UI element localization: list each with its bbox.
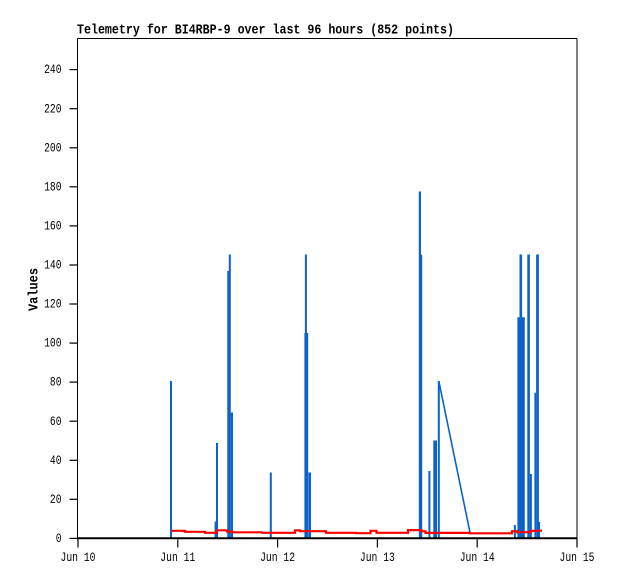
svg-text:20: 20 bbox=[50, 493, 62, 507]
svg-text:120: 120 bbox=[44, 298, 61, 312]
svg-text:180: 180 bbox=[44, 180, 61, 194]
svg-text:Values: Values bbox=[27, 268, 43, 311]
svg-text:Jun 12: Jun 12 bbox=[260, 551, 295, 565]
svg-text:200: 200 bbox=[44, 141, 61, 155]
svg-text:Jun 11: Jun 11 bbox=[160, 551, 195, 565]
svg-text:Jun 10: Jun 10 bbox=[61, 551, 96, 565]
svg-text:0: 0 bbox=[56, 532, 62, 546]
svg-text:160: 160 bbox=[44, 220, 61, 234]
svg-text:Telemetry for BI4RBP-9 over la: Telemetry for BI4RBP-9 over last 96 hour… bbox=[77, 23, 454, 39]
svg-text:Jun 13: Jun 13 bbox=[360, 551, 395, 565]
svg-text:140: 140 bbox=[44, 259, 61, 273]
svg-text:40: 40 bbox=[50, 454, 62, 468]
svg-text:Jun 15: Jun 15 bbox=[560, 551, 595, 565]
svg-text:100: 100 bbox=[44, 337, 61, 351]
svg-text:80: 80 bbox=[50, 376, 62, 390]
svg-text:220: 220 bbox=[44, 102, 61, 116]
svg-text:240: 240 bbox=[44, 63, 61, 77]
svg-text:60: 60 bbox=[50, 415, 62, 429]
svg-text:Jun 14: Jun 14 bbox=[460, 551, 495, 565]
